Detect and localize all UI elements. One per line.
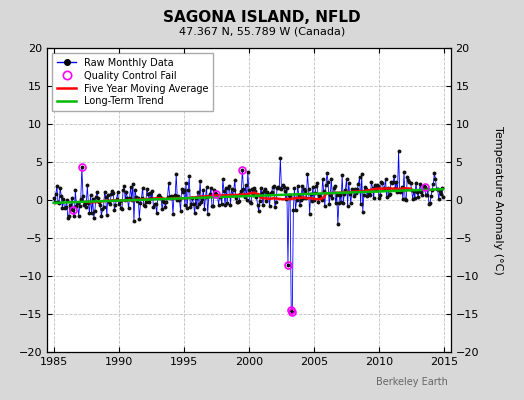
Y-axis label: Temperature Anomaly (°C): Temperature Anomaly (°C): [493, 126, 503, 274]
Legend: Raw Monthly Data, Quality Control Fail, Five Year Moving Average, Long-Term Tren: Raw Monthly Data, Quality Control Fail, …: [52, 53, 213, 111]
Text: SAGONA ISLAND, NFLD: SAGONA ISLAND, NFLD: [163, 10, 361, 25]
Text: Berkeley Earth: Berkeley Earth: [376, 377, 448, 387]
Text: 47.367 N, 55.789 W (Canada): 47.367 N, 55.789 W (Canada): [179, 26, 345, 36]
